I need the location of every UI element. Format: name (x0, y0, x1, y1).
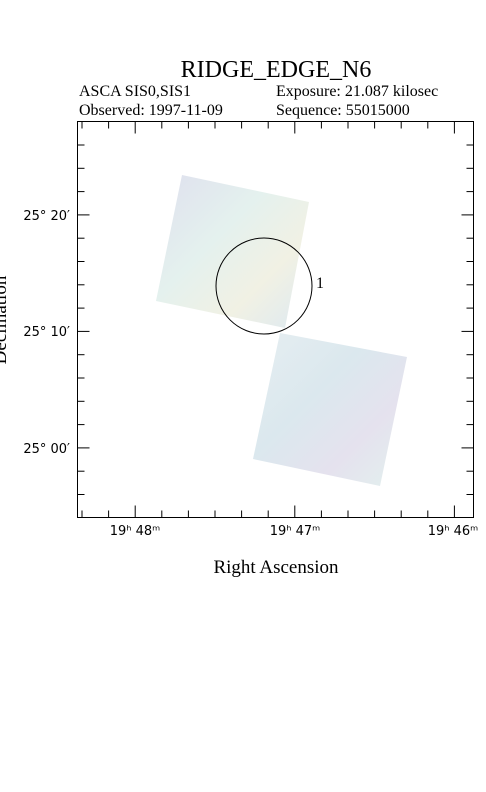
sky-image-upper (156, 175, 309, 328)
x-tick-label: 19ʰ 47ᵐ (270, 524, 321, 539)
source-region (215, 237, 313, 335)
y-tick-label: 25° 20′ (23, 209, 70, 224)
title: RIDGE_EDGE_N6 (181, 57, 372, 83)
y-tick-label: 25° 10′ (23, 325, 70, 340)
region-label: 1 (316, 275, 324, 292)
y-axis-label: Declination (0, 275, 11, 364)
x-tick-label: 19ʰ 48ᵐ (110, 524, 161, 539)
ticks (77, 121, 474, 518)
observed: Observed: 1997-11-09 (79, 102, 223, 119)
exposure: Exposure: 21.087 kilosec (276, 83, 438, 100)
x-tick-label: 19ʰ 46ᵐ (428, 524, 479, 539)
y-tick-label: 25° 00′ (23, 442, 70, 457)
instrument: ASCA SIS0,SIS1 (79, 83, 191, 100)
plot-frame (77, 121, 474, 518)
sky-image-lower (253, 333, 407, 486)
x-axis-label: Right Ascension (213, 557, 339, 578)
sequence: Sequence: 55015000 (276, 102, 410, 119)
